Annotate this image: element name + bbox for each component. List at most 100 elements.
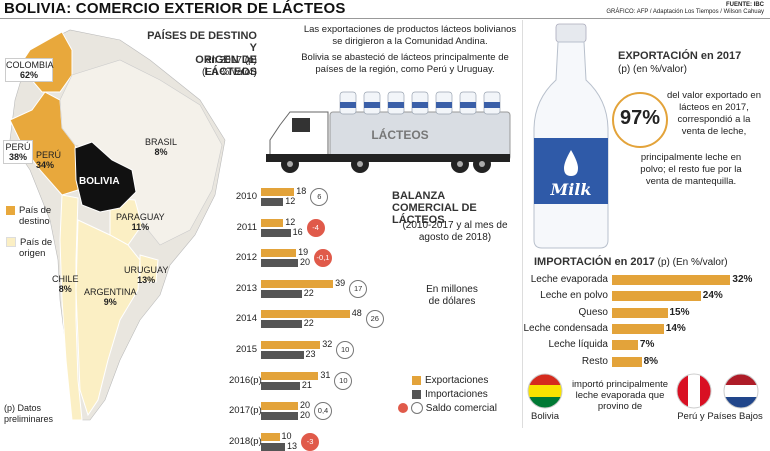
label-peru-origin-value: 38% (8, 152, 27, 162)
import-value: 16 (292, 226, 303, 237)
label-argentina-value: 9% (103, 297, 117, 307)
legend-destino-swatch (6, 205, 15, 215)
year-label: 2010 (235, 191, 257, 202)
header-divider (0, 18, 770, 19)
flag-netherlands-icon (723, 373, 759, 409)
legend-imports-label: Importaciones (425, 389, 488, 400)
export-value: 20 (300, 400, 311, 411)
legend-item-saldo: Saldo comercial (398, 402, 497, 416)
legend-origen-text2: origen (19, 248, 46, 259)
saldo-badge: -3 (301, 432, 320, 451)
import-value: 23 (305, 349, 316, 359)
footnote-line2: preliminares (4, 414, 54, 424)
label-peru-destination-value: 34% (36, 160, 55, 170)
map-uruguay (139, 254, 159, 283)
import-bar (261, 320, 302, 329)
flag-peru-icon (676, 373, 712, 409)
map-chile (59, 194, 83, 421)
legend-origen-text1: País de (20, 237, 53, 248)
export-percent: 97% (619, 107, 661, 129)
intro-paragraph-1: Las exportaciones de productos lácteos b… (303, 24, 517, 47)
label-uruguay-name: URUGUAY (124, 265, 169, 275)
export-title: EXPORTACIÓN en 2017 (618, 50, 742, 62)
legend-destino-text1: País de (19, 205, 52, 216)
legend-item-imports: Importaciones (412, 388, 497, 402)
export-value: 19 (298, 247, 309, 258)
saldo-badge: 26 (365, 310, 384, 329)
import-value: 21 (301, 379, 312, 390)
map-subtitle-line2: (En %/valor) (201, 67, 257, 78)
import-value: 12 (285, 196, 296, 206)
saldo-badge: 6 (310, 188, 329, 206)
import-item-label: Leche líquida (548, 339, 609, 351)
label-paraguay: PARAGUAY 11% (116, 212, 165, 232)
label-uruguay-value: 13% (137, 275, 156, 285)
year-label: 2014 (235, 313, 257, 325)
import-item-value: 15% (669, 306, 690, 318)
export-desc-1-l1: del valor exportado en (666, 90, 761, 101)
export-value: 18 (296, 186, 307, 196)
export-bar (261, 218, 284, 227)
import-heading: IMPORTACIÓN en 2017 (p) (En %/valor) (534, 256, 728, 268)
export-bar (261, 279, 334, 288)
year-label: 2017(p) (229, 405, 262, 417)
import-item-bar (612, 356, 642, 367)
import-note-l1: importó principalmente (571, 379, 669, 390)
import-value: 20 (300, 410, 311, 421)
saldo-badge: 0,4 (314, 402, 332, 421)
import-item-value: 24% (702, 290, 723, 302)
label-brasil-name: BRASIL (145, 137, 178, 147)
legend-exports-swatch (412, 375, 421, 385)
chart-subtitle: (2010-2017 y al mes de agosto de 2018) (402, 220, 508, 243)
export-value: 48 (351, 308, 362, 319)
import-note-l2: leche evaporada que (575, 390, 665, 401)
label-bolivia: BOLIVIA (79, 176, 120, 187)
label-chile: CHILE 8% (52, 274, 79, 294)
import-value: 13 (287, 440, 298, 451)
map-bolivia (74, 141, 137, 213)
import-note: importó principalmente leche evaporada q… (566, 379, 674, 412)
legend-origen: País de origen (6, 237, 52, 259)
label-argentina: ARGENTINA 9% (84, 287, 137, 307)
label-colombia: COLOMBIA 62% (5, 58, 54, 82)
import-bar (261, 198, 284, 206)
map-subtitle-line1: en 2017 (p) (205, 55, 257, 66)
export-value: 32 (322, 339, 333, 349)
export-desc-2-l2: polvo; el resto fue por la (640, 164, 742, 175)
flag-bolivia-label: Bolivia (531, 411, 559, 422)
saldo-badge: 17 (349, 279, 368, 298)
import-bar (261, 289, 302, 298)
export-desc-1-l4: venta de leche, (681, 126, 747, 137)
import-value: 20 (300, 257, 311, 268)
legend-destino-text2: destino (19, 216, 50, 227)
export-percent-circle (612, 92, 668, 148)
map-argentina (75, 219, 141, 417)
label-colombia-value: 62% (19, 70, 38, 80)
import-item-label: Leche en polvo (540, 290, 608, 302)
legend-saldo-pos-swatch (410, 402, 423, 415)
bottle-label: Milk (550, 180, 592, 199)
label-brasil-value: 8% (154, 147, 168, 157)
label-paraguay-value: 11% (131, 222, 150, 232)
import-note-l3: provino de (597, 401, 643, 412)
import-bar (261, 442, 286, 451)
flag-peru-netherlands-label: Perú y Países Bajos (677, 411, 763, 422)
saldo-badge: 10 (336, 341, 355, 359)
label-chile-value: 8% (58, 284, 72, 294)
import-bar (261, 381, 300, 390)
intro-paragraph-2: Bolivia se abasteció de lácteos principa… (301, 52, 509, 75)
legend-imports-swatch (412, 389, 421, 399)
export-desc-2-l1: principalmente leche en (640, 152, 742, 163)
truck-label: LÁCTEOS (371, 128, 429, 142)
label-peru-origin: PERÚ 38% (3, 140, 33, 164)
export-bar (261, 341, 321, 349)
year-label: 2011 (236, 221, 257, 233)
label-uruguay: URUGUAY 13% (124, 265, 168, 285)
export-value: 39 (335, 277, 346, 288)
import-item-bar (612, 275, 731, 285)
footnote-line1: (p) Datos (4, 403, 42, 413)
import-title: IMPORTACIÓN en 2017 (534, 256, 655, 268)
export-desc-1: del valor exportado en lácteos en 2017, … (660, 90, 768, 138)
label-paraguay-name: PARAGUAY (116, 212, 165, 222)
import-item-bar (612, 291, 701, 302)
